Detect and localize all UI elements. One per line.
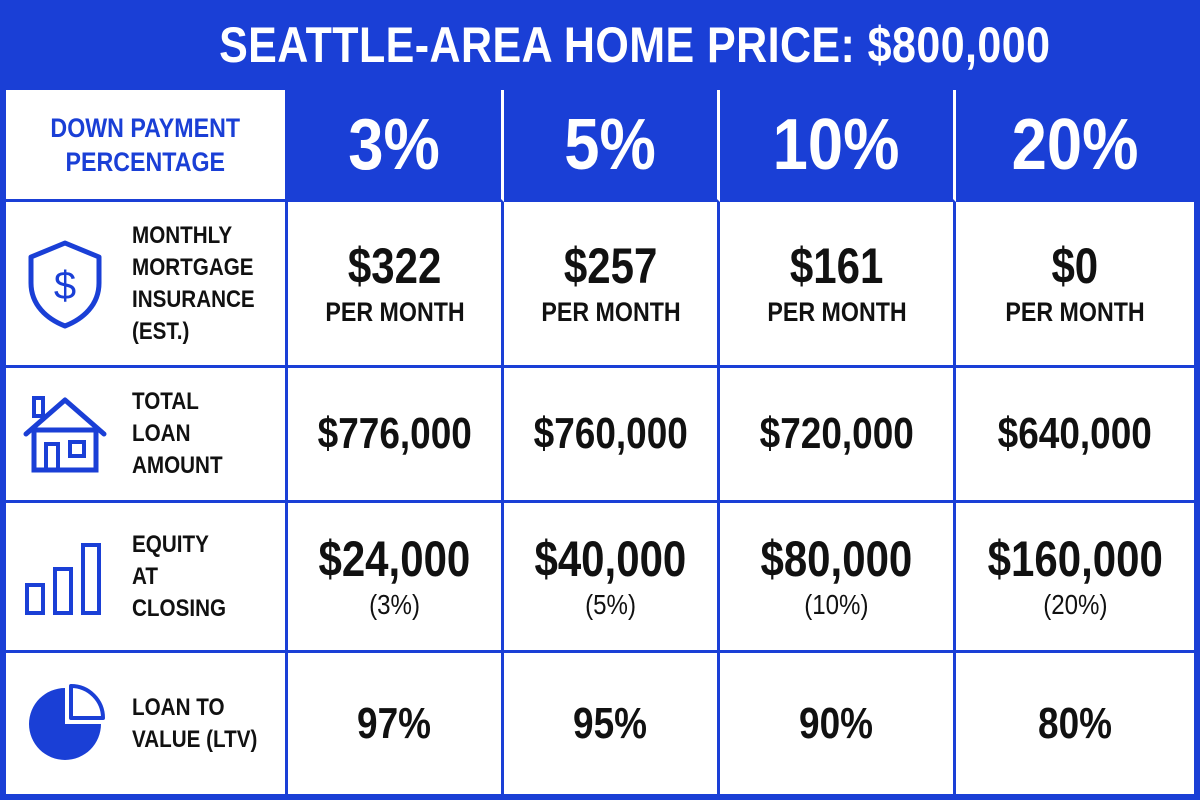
loan-cell-10: $720,000 xyxy=(720,368,956,503)
ltv-value: 90% xyxy=(799,698,874,748)
pmi-cell-20: $0 PER MONTH xyxy=(956,202,1194,368)
loan-value: $720,000 xyxy=(759,409,914,458)
house-icon xyxy=(20,389,110,479)
row-label-loan: TOTAL LOAN AMOUNT xyxy=(6,368,288,503)
column-header-10: 10% xyxy=(720,90,956,202)
row-label-equity: EQUITY AT CLOSING xyxy=(6,503,288,653)
ltv-cell-5: 95% xyxy=(504,653,720,794)
ltv-cell-3: 97% xyxy=(288,653,504,794)
pmi-cell-10: $161 PER MONTH xyxy=(720,202,956,368)
pmi-cell-3: $322 PER MONTH xyxy=(288,202,504,368)
equity-cell-20: $160,000 (20%) xyxy=(956,503,1194,653)
row-label-line: LOAN TO xyxy=(132,693,225,721)
equity-percent: (5%) xyxy=(585,588,636,620)
column-header-label: 5% xyxy=(564,104,657,185)
equity-value: $40,000 xyxy=(534,530,687,587)
pmi-value: $161 xyxy=(789,237,884,294)
equity-value: $160,000 xyxy=(987,530,1163,587)
row-label-line: CLOSING xyxy=(132,594,227,622)
equity-percent: (3%) xyxy=(369,588,420,620)
column-header-label: 10% xyxy=(773,104,900,185)
ltv-cell-20: 80% xyxy=(956,653,1194,794)
pmi-value: $0 xyxy=(1051,237,1099,294)
column-header-5: 5% xyxy=(504,90,720,202)
svg-text:$: $ xyxy=(54,264,76,308)
column-header-label: 20% xyxy=(1011,104,1139,185)
row-label-line: (EST.) xyxy=(132,317,190,345)
row-label-line: AT xyxy=(132,562,158,590)
row-label-line: MORTGAGE xyxy=(132,253,254,281)
ltv-value: 95% xyxy=(573,698,648,748)
comparison-table: DOWN PAYMENT PERCENTAGE 3% 5% 10% 20% $ xyxy=(6,90,1194,794)
row-label-line: MONTHLY xyxy=(132,221,233,249)
row-label-line: TOTAL xyxy=(132,388,199,415)
ltv-value: 80% xyxy=(1037,698,1112,748)
corner-label-line: PERCENTAGE xyxy=(65,146,226,177)
row-label-pmi: $ MONTHLY MORTGAGE INSURANCE (EST.) xyxy=(6,202,288,368)
loan-cell-5: $760,000 xyxy=(504,368,720,503)
loan-value: $760,000 xyxy=(533,409,688,458)
equity-cell-5: $40,000 (5%) xyxy=(504,503,720,653)
ltv-value: 97% xyxy=(357,698,432,748)
pmi-unit: PER MONTH xyxy=(1005,296,1145,327)
row-label-line: INSURANCE xyxy=(132,285,255,313)
row-label-line: VALUE (LTV) xyxy=(132,725,258,753)
column-header-label: 3% xyxy=(348,104,441,185)
column-header-20: 20% xyxy=(956,90,1194,202)
shield-dollar-icon: $ xyxy=(20,239,110,329)
pmi-cell-5: $257 PER MONTH xyxy=(504,202,720,368)
loan-value: $776,000 xyxy=(317,409,472,458)
row-label-line: EQUITY xyxy=(132,530,209,558)
corner-header-cell: DOWN PAYMENT PERCENTAGE xyxy=(6,90,288,202)
equity-cell-3: $24,000 (3%) xyxy=(288,503,504,653)
loan-cell-20: $640,000 xyxy=(956,368,1194,503)
column-header-3: 3% xyxy=(288,90,504,202)
pmi-unit: PER MONTH xyxy=(766,296,907,327)
equity-percent: (10%) xyxy=(804,588,869,620)
row-label-ltv: LOAN TO VALUE (LTV) xyxy=(6,653,288,794)
pie-chart-icon xyxy=(20,679,110,769)
row-label-line: LOAN xyxy=(132,420,191,447)
equity-percent: (20%) xyxy=(1042,588,1108,620)
ltv-cell-10: 90% xyxy=(720,653,956,794)
page-title: SEATTLE-AREA HOME PRICE: $800,000 xyxy=(218,17,1051,73)
loan-cell-3: $776,000 xyxy=(288,368,504,503)
pmi-value: $257 xyxy=(563,237,658,294)
equity-cell-10: $80,000 (10%) xyxy=(720,503,956,653)
corner-label-line: DOWN PAYMENT xyxy=(50,112,241,143)
equity-value: $24,000 xyxy=(318,530,471,587)
pmi-unit: PER MONTH xyxy=(540,296,681,327)
pmi-unit: PER MONTH xyxy=(324,296,465,327)
bar-chart-icon xyxy=(20,532,110,622)
row-label-line: AMOUNT xyxy=(132,452,223,479)
equity-value: $80,000 xyxy=(760,530,913,587)
title-banner: SEATTLE-AREA HOME PRICE: $800,000 xyxy=(6,0,1194,90)
pmi-value: $322 xyxy=(347,237,442,294)
loan-value: $640,000 xyxy=(997,409,1153,458)
